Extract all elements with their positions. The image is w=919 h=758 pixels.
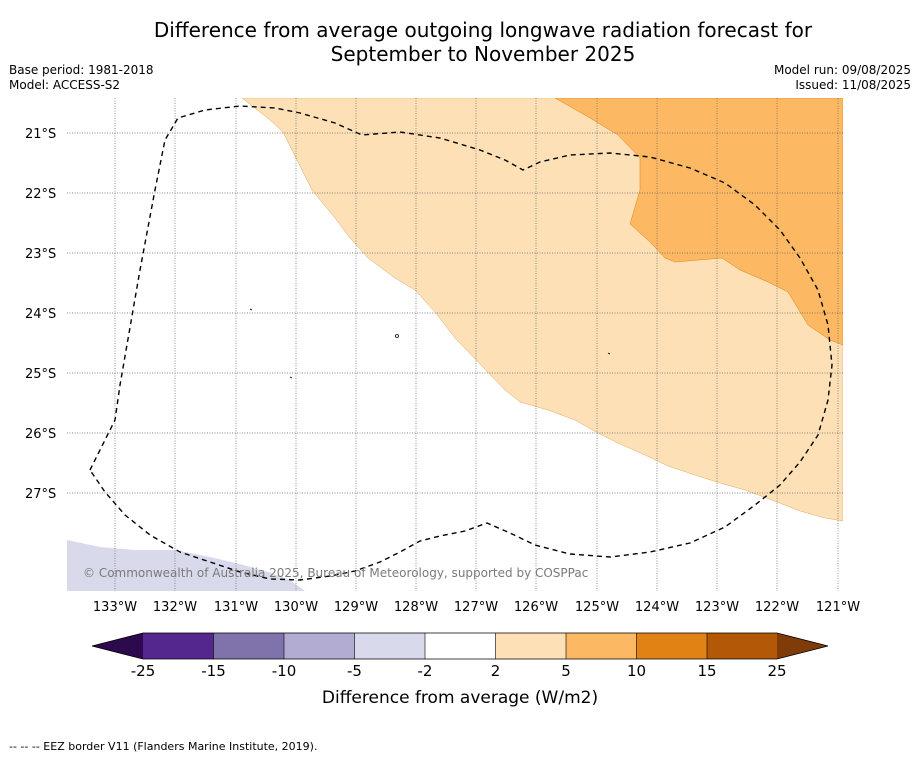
lat-label: 21°S: [25, 127, 56, 142]
lat-label: 25°S: [25, 367, 56, 382]
colorbar-outline: [91, 632, 829, 660]
eez-footer-note: -- -- -- EEZ border V11 (Flanders Marine…: [9, 740, 318, 753]
issued-date: Issued: 11/08/2025: [795, 78, 911, 92]
colorbar-bin: [213, 633, 284, 659]
lon-label: 133°W: [93, 600, 137, 615]
lon-label: 123°W: [695, 600, 739, 615]
colorbar-dividers: [213, 633, 708, 659]
colorbar-tick: -15: [201, 662, 226, 680]
lon-label: 132°W: [153, 600, 197, 615]
title-line-1: Difference from average outgoing longwav…: [153, 18, 813, 42]
longitude-labels: 133°W 132°W 131°W 130°W 129°W 128°W 127°…: [93, 600, 860, 615]
colorbar-tick: 5: [561, 662, 571, 680]
lon-label: 128°W: [394, 600, 438, 615]
model-run: Model run: 09/08/2025: [773, 63, 911, 77]
colorbar-tick: -25: [131, 662, 156, 680]
colorbar-bin: [495, 633, 566, 659]
anomaly-region-minus5-to-minus2: [67, 540, 305, 591]
colorbar-bin: [284, 633, 355, 659]
colorbar-bin: [636, 633, 707, 659]
lon-label: 126°W: [514, 600, 558, 615]
islands: [249, 308, 611, 379]
colorbar-bin: [707, 633, 777, 659]
colorbar-bin: [566, 633, 637, 659]
lon-label: 122°W: [755, 600, 799, 615]
colorbar-tick: 10: [627, 662, 646, 680]
colorbar-tick: -10: [272, 662, 297, 680]
lat-label: 23°S: [25, 247, 56, 262]
lat-label: 24°S: [25, 307, 56, 322]
eez-border: [89, 105, 833, 581]
lon-label: 130°W: [274, 600, 318, 615]
colorbar: [91, 632, 829, 660]
base-period: Base period: 1981-2018: [9, 63, 154, 77]
colorbar-tick: -5: [347, 662, 362, 680]
anomaly-region-5-to-10: [554, 98, 843, 346]
lon-label: 131°W: [214, 600, 258, 615]
lon-label: 127°W: [454, 600, 498, 615]
map-title: Difference from average outgoing longwav…: [0, 18, 919, 66]
meta-left: Base period: 1981-2018 Model: ACCESS-S2: [9, 63, 154, 93]
map-area: [67, 98, 843, 591]
meta-right: Model run: 09/08/2025 Issued: 11/08/2025: [774, 63, 911, 93]
lat-label: 27°S: [25, 487, 56, 502]
title-line-2: September to November 2025: [330, 42, 636, 66]
colorbar-tick: 2: [491, 662, 501, 680]
colorbar-bin: [143, 633, 214, 659]
latitude-labels: 21°S 22°S 23°S 24°S 25°S 26°S 27°S: [25, 127, 56, 502]
longitude-gridlines: [114, 98, 839, 591]
colorbar-bin: [425, 633, 496, 659]
latitude-gridlines: [67, 132, 843, 494]
colorbar-tick: 15: [697, 662, 716, 680]
colorbar-ticks: -25 -15 -10 -5 -2 2 5 10 15 25: [131, 662, 787, 680]
model-name: Model: ACCESS-S2: [9, 78, 121, 92]
lat-label: 26°S: [25, 427, 56, 442]
lon-label: 121°W: [816, 600, 860, 615]
lon-label: 129°W: [334, 600, 378, 615]
lat-label: 22°S: [25, 187, 56, 202]
colorbar-high-extension: [777, 633, 828, 659]
lon-label: 124°W: [635, 600, 679, 615]
lon-label: 125°W: [575, 600, 619, 615]
colorbar-tick: 25: [767, 662, 786, 680]
colorbar-label: Difference from average (W/m2): [322, 688, 598, 708]
colorbar-tick: -2: [418, 662, 433, 680]
colorbar-low-extension: [92, 633, 143, 659]
colorbar-bin: [354, 633, 425, 659]
copyright-notice: © Commonwealth of Australia 2025, Bureau…: [83, 566, 588, 580]
